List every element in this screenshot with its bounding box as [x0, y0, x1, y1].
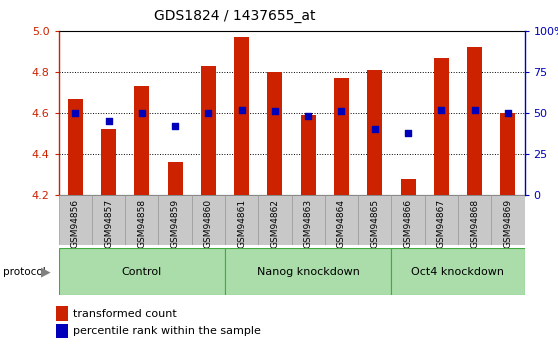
Text: GDS1824 / 1437655_at: GDS1824 / 1437655_at: [153, 9, 315, 23]
Bar: [134, 86, 150, 195]
Text: protocol: protocol: [3, 267, 46, 277]
Text: GSM94857: GSM94857: [104, 199, 113, 248]
Bar: [367, 70, 382, 195]
Point: [71, 110, 80, 116]
Text: GSM94864: GSM94864: [337, 199, 346, 248]
Bar: [325, 195, 358, 245]
Point: [371, 127, 379, 132]
Bar: [391, 248, 525, 295]
Point: [271, 109, 280, 114]
Bar: [391, 195, 425, 245]
Bar: [501, 113, 516, 195]
Bar: [425, 195, 458, 245]
Text: GSM94861: GSM94861: [237, 199, 246, 248]
Bar: [158, 195, 192, 245]
Bar: [358, 195, 391, 245]
Bar: [467, 48, 482, 195]
Text: GSM94860: GSM94860: [204, 199, 213, 248]
Bar: [59, 195, 92, 245]
Bar: [458, 195, 491, 245]
Point: [337, 109, 346, 114]
Bar: [125, 195, 158, 245]
Text: GSM94863: GSM94863: [304, 199, 312, 248]
Bar: [234, 37, 249, 195]
Text: Control: Control: [122, 267, 162, 277]
Text: GSM94868: GSM94868: [470, 199, 479, 248]
Bar: [59, 248, 225, 295]
Bar: [101, 129, 116, 195]
Point: [171, 123, 180, 129]
Point: [237, 107, 246, 112]
Text: transformed count: transformed count: [73, 309, 176, 318]
Text: GSM94865: GSM94865: [371, 199, 379, 248]
Point: [204, 110, 213, 116]
Bar: [192, 195, 225, 245]
Point: [304, 114, 312, 119]
Text: ▶: ▶: [41, 265, 51, 278]
Point: [137, 110, 146, 116]
Text: GSM94856: GSM94856: [71, 199, 80, 248]
Point: [403, 130, 412, 135]
Bar: [68, 99, 83, 195]
Text: GSM94862: GSM94862: [271, 199, 280, 248]
Text: Nanog knockdown: Nanog knockdown: [257, 267, 360, 277]
Bar: [401, 179, 416, 195]
Text: GSM94867: GSM94867: [437, 199, 446, 248]
Text: percentile rank within the sample: percentile rank within the sample: [73, 326, 261, 336]
Text: GSM94858: GSM94858: [137, 199, 146, 248]
Bar: [225, 248, 391, 295]
Bar: [434, 58, 449, 195]
Text: GSM94866: GSM94866: [403, 199, 412, 248]
Bar: [334, 78, 349, 195]
Bar: [225, 195, 258, 245]
Text: GSM94859: GSM94859: [171, 199, 180, 248]
Bar: [301, 115, 316, 195]
Bar: [291, 195, 325, 245]
Bar: [258, 195, 291, 245]
Point: [437, 107, 446, 112]
Bar: [167, 162, 182, 195]
Point: [470, 107, 479, 112]
Text: GSM94869: GSM94869: [503, 199, 512, 248]
Bar: [267, 72, 282, 195]
Bar: [201, 66, 216, 195]
Text: Oct4 knockdown: Oct4 knockdown: [411, 267, 504, 277]
Point: [503, 110, 512, 116]
Bar: [92, 195, 125, 245]
Bar: [491, 195, 525, 245]
Point: [104, 118, 113, 124]
